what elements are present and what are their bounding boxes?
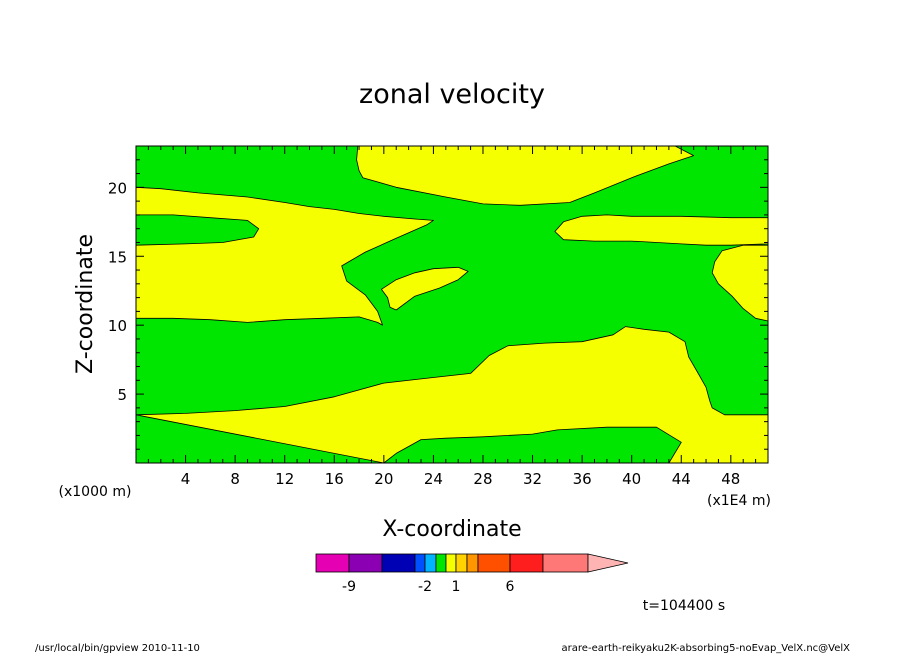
x-tick-label: 48: [721, 470, 740, 488]
y-axis-label: Z-coordinate: [73, 234, 98, 374]
x-tick-label: 28: [473, 470, 492, 488]
x-tick-label: 20: [374, 470, 393, 488]
y-unit-label: (x1000 m): [59, 484, 132, 500]
x-tick-label: 32: [523, 470, 542, 488]
plot-frame: [135, 145, 769, 464]
colorbar-tick-label: 1: [452, 579, 461, 595]
colorbar-box: [348, 553, 383, 573]
x-axis-label: X-coordinate: [382, 517, 521, 542]
contour-region-far-right-yellow: [711, 244, 769, 322]
footer-left: /usr/local/bin/gpview 2010-11-10: [35, 643, 200, 654]
y-tick-label: 20: [108, 179, 127, 197]
colorbar-box: [381, 553, 416, 573]
colorbar-box: [445, 553, 457, 573]
colorbar-box: [477, 553, 511, 573]
colorbar-extend-arrow: [587, 553, 629, 573]
colorbar-tick-label: -9: [342, 579, 356, 595]
contour-region-right-yellow-lens: [554, 214, 769, 246]
colorbar-tick-label: -2: [418, 579, 432, 595]
x-tick-label: 36: [573, 470, 592, 488]
contour-region-center-yellow-blob: [380, 266, 469, 311]
chart-title: zonal velocity: [359, 79, 545, 110]
footer-right: arare-earth-reikyaku2K-absorbing5-noEvap…: [562, 643, 851, 654]
y-tick-label: 15: [108, 248, 127, 266]
x-tick-label: 40: [622, 470, 641, 488]
colorbar-box: [542, 553, 589, 573]
colorbar-box: [414, 553, 426, 573]
contour-regions: [135, 145, 769, 464]
x-tick-label: 12: [275, 470, 294, 488]
colorbar-box: [315, 553, 350, 573]
colorbar-box: [466, 553, 479, 573]
colorbar-box: [435, 553, 447, 573]
colorbar: -9 -2 1 6: [315, 553, 629, 595]
contour-region-upper-right-yellow: [356, 145, 694, 206]
x-tick-label: 8: [230, 470, 240, 488]
contour-region-left-green-lens: [135, 214, 260, 246]
y-tick-label: 10: [108, 317, 127, 335]
x-tick-label: 4: [181, 470, 191, 488]
x-unit-label: (x1E4 m): [707, 493, 771, 509]
contour-region-lower-yellow-band: [135, 326, 769, 464]
colorbar-box: [455, 553, 468, 573]
time-label: t=104400 s: [643, 598, 725, 614]
x-tick-label: 44: [672, 470, 691, 488]
x-tick-label: 24: [424, 470, 443, 488]
colorbar-tick-label: 6: [506, 579, 515, 595]
colorbar-box: [424, 553, 437, 573]
y-tick-label: 5: [117, 386, 127, 404]
colorbar-box: [509, 553, 544, 573]
x-tick-label: 16: [325, 470, 344, 488]
